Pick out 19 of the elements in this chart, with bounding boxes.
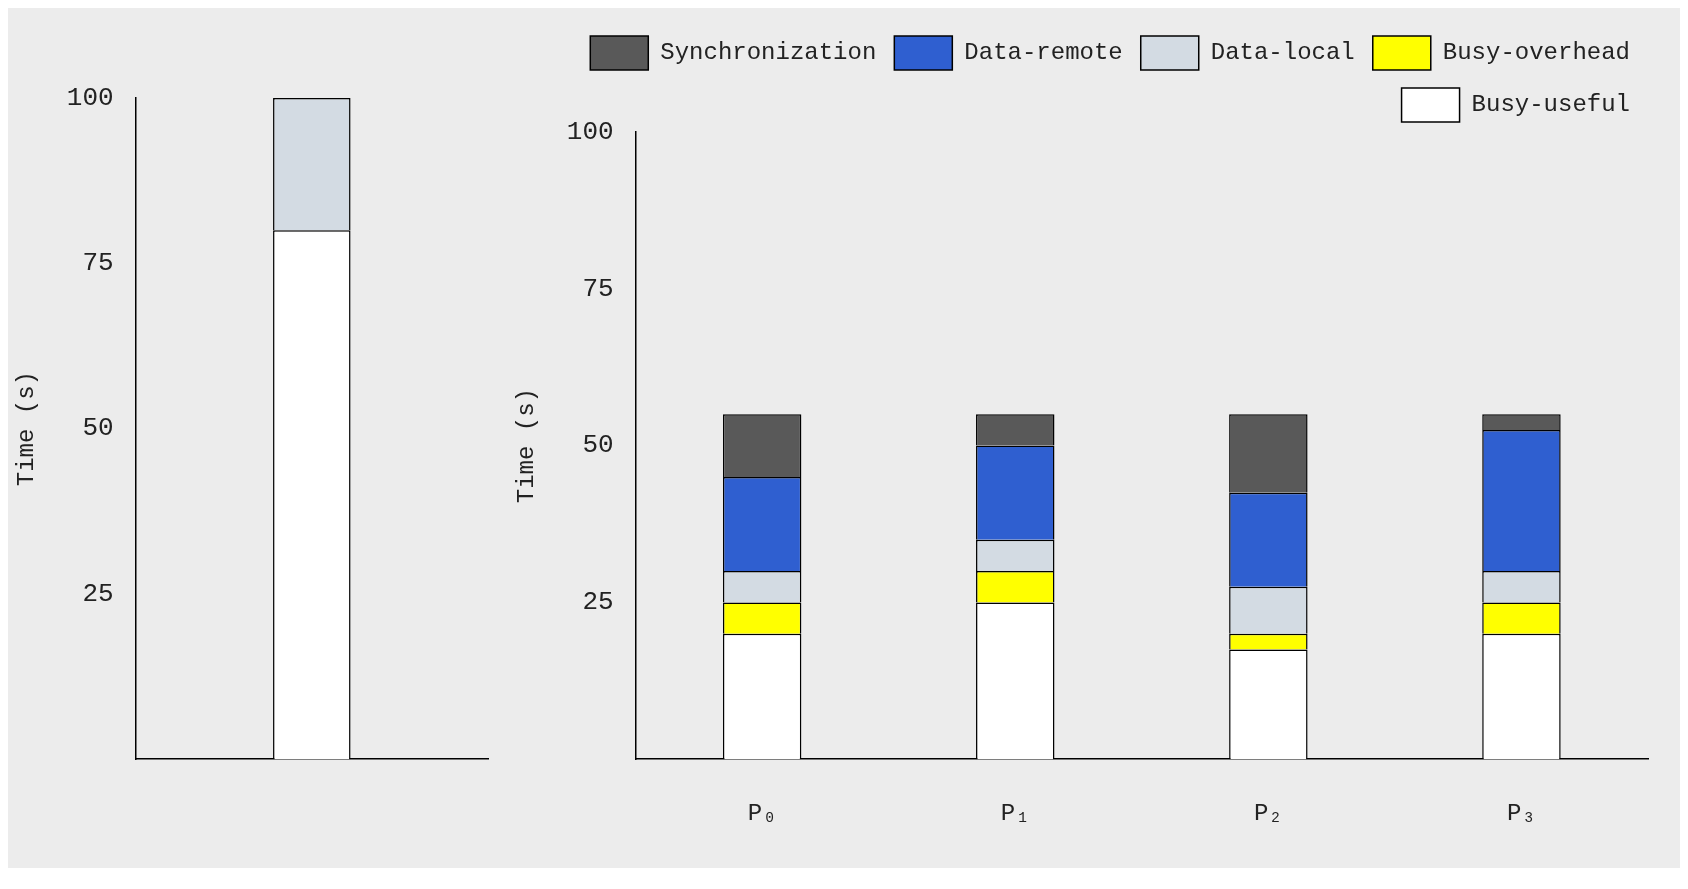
legend-label: Busy-overhead xyxy=(1442,39,1630,67)
y-tick-label: 75 xyxy=(82,248,114,279)
y-tick-label: 100 xyxy=(566,116,614,147)
legend-label: Data-remote xyxy=(964,39,1123,67)
x-tick-label: P₂ xyxy=(1253,799,1283,827)
legend-label: Synchronization xyxy=(660,39,877,67)
y-tick-label: 50 xyxy=(82,413,114,444)
y-tick-label: 50 xyxy=(582,430,614,461)
y-tick-label: 25 xyxy=(82,578,114,609)
y-tick-label: 75 xyxy=(582,273,614,304)
x-tick-label: P₀ xyxy=(747,799,777,827)
x-tick-label: P₁ xyxy=(1000,799,1030,827)
legend-label: Data-local xyxy=(1210,39,1355,67)
legend-label: Busy-useful xyxy=(1471,91,1631,119)
y-tick-label: 25 xyxy=(582,587,614,618)
y-axis-title: Time (s) xyxy=(12,370,40,487)
y-axis-title: Time (s) xyxy=(512,387,540,504)
x-tick-label: P₃ xyxy=(1507,799,1536,827)
y-tick-label: 100 xyxy=(66,82,114,113)
